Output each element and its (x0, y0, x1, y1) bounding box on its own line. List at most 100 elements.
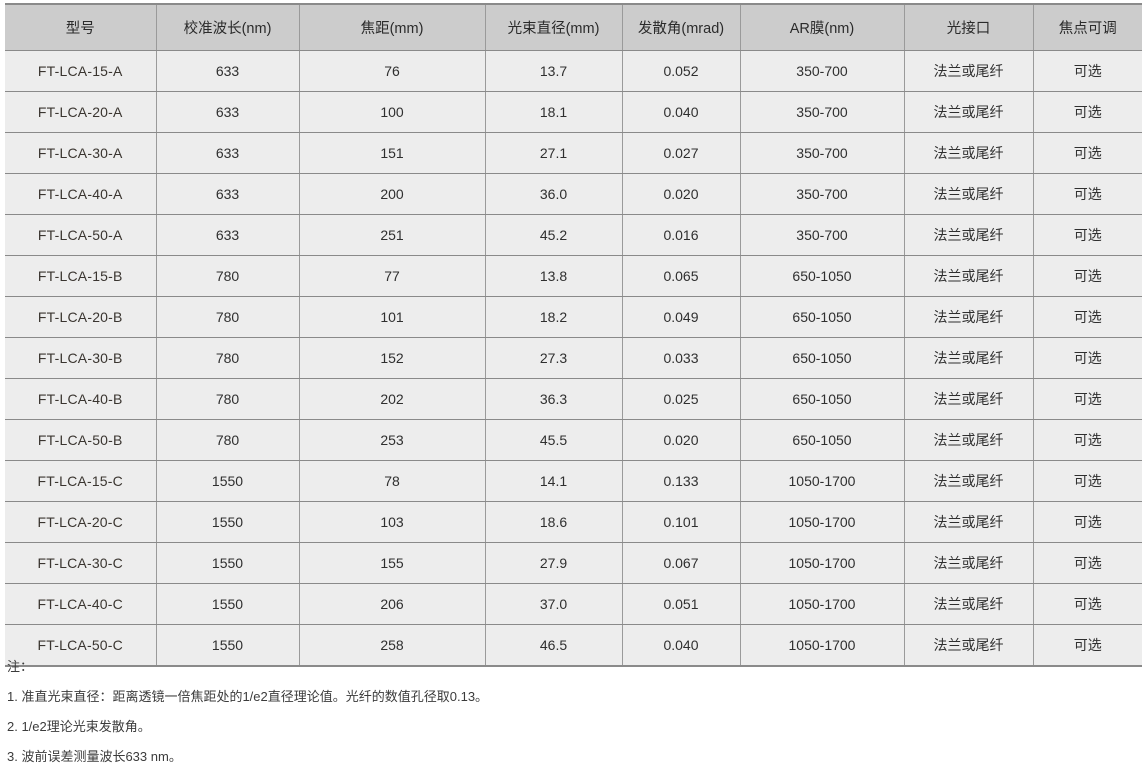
cell-value: 650-1050 (740, 378, 905, 420)
cell-value: 1550 (156, 542, 300, 584)
cell-value: 0.065 (622, 255, 741, 297)
cell-model: FT-LCA-15-A (5, 50, 157, 92)
specification-table-container: 型号 校准波长(nm) 焦距(mm) 光束直径(mm) 发散角(mrad) AR膜(nm)… (5, 3, 1142, 667)
table-row: FT-LCA-40-B 780 202 36.3 0.025 650-1050 法兰或尾纤可… (5, 378, 1142, 420)
cell-value: 151 (299, 132, 486, 174)
footnotes-title: 注： (7, 659, 34, 674)
cell-model: FT-LCA-50-A (5, 214, 157, 256)
cell-value: 37.0 (485, 583, 623, 625)
cell-value: 0.033 (622, 337, 741, 379)
cell-value: 650-1050 (740, 296, 905, 338)
cell-value: 法兰或尾纤 (904, 91, 1034, 133)
cell-value: 251 (299, 214, 486, 256)
table-row: FT-LCA-50-A 633 251 45.2 0.016 350-700 法兰或尾纤 可选 (5, 214, 1142, 256)
cell-value: 法兰或尾纤 (904, 214, 1034, 256)
cell-value: 0.016 (622, 214, 741, 256)
table-row: FT-LCA-40-C 1550 206 37.0 0.051 1050-1700 法兰或尾… (5, 583, 1142, 625)
cell-value: 103 (299, 501, 486, 543)
cell-value: 76 (299, 50, 486, 92)
cell-model: FT-LCA-30-A (5, 132, 157, 174)
cell-value: 可选 (1033, 624, 1142, 666)
cell-value: 780 (156, 296, 300, 338)
table-row: FT-LCA-50-C 1550 258 46.5 0.040 1050-1700 法兰或尾… (5, 624, 1142, 666)
cell-model: FT-LCA-50-B (5, 419, 157, 461)
cell-value: 0.067 (622, 542, 741, 584)
table-header-row: 型号 校准波长(nm) 焦距(mm) 光束直径(mm) 发散角(mrad) AR膜(nm)… (5, 4, 1142, 51)
cell-value: 法兰或尾纤 (904, 173, 1034, 215)
cell-value: 78 (299, 460, 486, 502)
cell-value: 1550 (156, 583, 300, 625)
cell-value: 200 (299, 173, 486, 215)
cell-value: 633 (156, 214, 300, 256)
table-row: FT-LCA-50-B 780 253 45.5 0.020 650-1050 法兰或尾纤可… (5, 419, 1142, 461)
cell-value: 650-1050 (740, 419, 905, 461)
footnote-item-3: 3. 波前误差测量波长633 nm。 (7, 748, 182, 764)
cell-value: 1050-1700 (740, 460, 905, 502)
cell-value: 法兰或尾纤 (904, 255, 1034, 297)
cell-value: 1050-1700 (740, 501, 905, 543)
column-header-1: 校准波长(nm) (156, 4, 300, 51)
cell-value: 可选 (1033, 50, 1142, 92)
cell-value: 可选 (1033, 460, 1142, 502)
cell-value: 0.040 (622, 624, 741, 666)
cell-value: 350-700 (740, 91, 905, 133)
cell-value: 650-1050 (740, 337, 905, 379)
cell-value: 0.051 (622, 583, 741, 625)
cell-value: 1550 (156, 460, 300, 502)
footnote-item-1: 1. 准直光束直径：距离透镜一倍焦距处的1/e2直径理论值。光纤的数值孔径取0.… (7, 688, 489, 704)
cell-value: 可选 (1033, 132, 1142, 174)
cell-value: 18.6 (485, 501, 623, 543)
cell-value: 18.2 (485, 296, 623, 338)
cell-value: 可选 (1033, 255, 1142, 297)
cell-value: 350-700 (740, 50, 905, 92)
cell-value: 253 (299, 419, 486, 461)
cell-value: 650-1050 (740, 255, 905, 297)
cell-value: 1550 (156, 501, 300, 543)
cell-value: 法兰或尾纤 (904, 419, 1034, 461)
cell-value: 27.3 (485, 337, 623, 379)
cell-value: 36.0 (485, 173, 623, 215)
cell-value: 0.027 (622, 132, 741, 174)
cell-value: 27.9 (485, 542, 623, 584)
column-header-6: 光接口 (904, 4, 1034, 51)
cell-value: 100 (299, 91, 486, 133)
table-row: FT-LCA-20-B 780 101 18.2 0.049 650-1050 法兰或尾纤可… (5, 296, 1142, 338)
cell-value: 法兰或尾纤 (904, 542, 1034, 584)
table-row: FT-LCA-20-A 633 100 18.1 0.040 350-700 法兰或尾纤 可选 (5, 91, 1142, 133)
cell-value: 可选 (1033, 214, 1142, 256)
cell-value: 36.3 (485, 378, 623, 420)
cell-value: 可选 (1033, 501, 1142, 543)
cell-value: 152 (299, 337, 486, 379)
spec-sheet-page: 型号 校准波长(nm) 焦距(mm) 光束直径(mm) 发散角(mrad) AR膜(nm)… (5, 3, 1142, 764)
table-body: FT-LCA-15-A 633 76 13.7 0.052 350-700 法兰或尾纤 可选 F… (5, 50, 1142, 666)
cell-model: FT-LCA-20-C (5, 501, 157, 543)
cell-value: 202 (299, 378, 486, 420)
cell-value: 可选 (1033, 378, 1142, 420)
cell-value: 法兰或尾纤 (904, 337, 1034, 379)
cell-value: 1050-1700 (740, 624, 905, 666)
cell-value: 0.101 (622, 501, 741, 543)
cell-value: 45.2 (485, 214, 623, 256)
cell-model: FT-LCA-40-B (5, 378, 157, 420)
cell-value: 法兰或尾纤 (904, 132, 1034, 174)
cell-model: FT-LCA-20-B (5, 296, 157, 338)
column-header-0: 型号 (5, 4, 157, 51)
cell-value: 0.040 (622, 91, 741, 133)
column-header-7: 焦点可调 (1033, 4, 1142, 51)
cell-value: 0.020 (622, 173, 741, 215)
cell-value: 法兰或尾纤 (904, 460, 1034, 502)
cell-value: 13.7 (485, 50, 623, 92)
cell-value: 可选 (1033, 419, 1142, 461)
cell-value: 13.8 (485, 255, 623, 297)
cell-value: 1050-1700 (740, 542, 905, 584)
cell-model: FT-LCA-15-B (5, 255, 157, 297)
cell-model: FT-LCA-40-A (5, 173, 157, 215)
cell-value: 206 (299, 583, 486, 625)
cell-value: 780 (156, 337, 300, 379)
cell-model: FT-LCA-20-A (5, 91, 157, 133)
cell-value: 法兰或尾纤 (904, 378, 1034, 420)
cell-value: 155 (299, 542, 486, 584)
cell-value: 633 (156, 91, 300, 133)
cell-model: FT-LCA-30-B (5, 337, 157, 379)
table-row: FT-LCA-40-A 633 200 36.0 0.020 350-700 法兰或尾纤 可选 (5, 173, 1142, 215)
